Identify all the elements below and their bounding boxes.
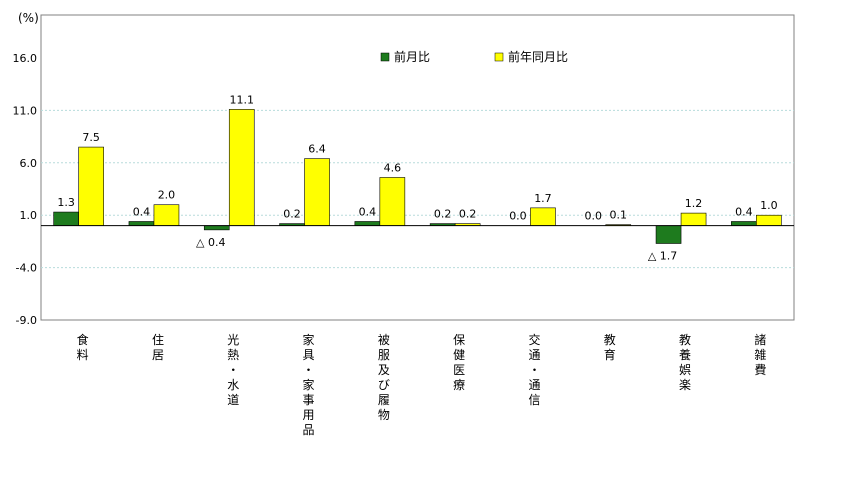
bar-yoy-3 (304, 158, 330, 226)
category-label-5: 保健医療 (453, 333, 465, 392)
data-label: 6.4 (308, 143, 326, 156)
bar-yoy-4 (379, 177, 406, 226)
category-label-1: 住居 (152, 333, 164, 362)
y-tick-label: 6.0 (20, 157, 38, 170)
data-label: 7.5 (82, 131, 100, 144)
category-label-0: 食料 (77, 332, 89, 362)
data-label: 0.4 (133, 205, 151, 218)
data-label: 0.2 (283, 208, 301, 221)
data-label: 0.0 (509, 210, 527, 223)
data-label: 0.1 (610, 209, 628, 222)
category-label-4: 被服及び履物 (378, 333, 390, 422)
category-label-8: 教養娯楽 (679, 332, 691, 392)
data-label: 1.2 (685, 197, 703, 210)
y-unit-label: (%) (18, 11, 39, 25)
data-label: 0.4 (735, 205, 753, 218)
bar-yoy-9 (756, 214, 782, 226)
category-label-9: 諸雑費 (754, 332, 766, 377)
y-axis: 16.0 11.0 6.0 1.0 -4.0 -9.0 (13, 52, 38, 327)
data-label: 0.2 (459, 208, 477, 221)
bar-yoy-8 (680, 212, 707, 226)
category-labels: 食料 住居 光熱・水道 家具・家事用品 被服及び履物 保健医療 交通・通信 教育 教養娯楽 諸雑費 (77, 332, 767, 437)
y-tick-label: 1.0 (20, 209, 38, 222)
category-label-6: 交通・通信 (528, 332, 540, 407)
y-tick-label: 16.0 (13, 52, 38, 65)
bar-mom-9 (731, 221, 757, 226)
bar-mom-2 (203, 225, 230, 231)
legend-swatch-yoy (494, 52, 504, 62)
category-label-2: 光熱・水道 (227, 333, 239, 407)
legend: 前月比 前年同月比 (380, 49, 568, 64)
category-label-3: 家具・家事用品 (303, 332, 315, 437)
data-label: 0.0 (585, 210, 603, 223)
bar-mom-4 (354, 221, 381, 226)
y-tick-label: 11.0 (13, 104, 38, 117)
bar-mom-1 (128, 221, 155, 226)
data-label: △ 0.4 (196, 236, 225, 249)
bar-yoy-0 (78, 146, 104, 226)
gridlines (41, 109, 794, 269)
bar-yoy-1 (153, 204, 180, 226)
data-label: 2.0 (158, 189, 176, 202)
y-tick-label: -4.0 (16, 262, 37, 275)
data-label: 0.2 (434, 208, 452, 221)
bar-mom-8 (655, 225, 682, 244)
bar-mom-0 (53, 211, 79, 226)
legend-swatch-mom (380, 52, 390, 62)
bars (53, 109, 782, 244)
category-label-7: 教育 (604, 332, 616, 362)
bar-yoy-6 (530, 207, 556, 226)
data-label: 1.7 (534, 192, 552, 205)
plot-frame (40, 14, 795, 321)
data-label: 0.4 (359, 205, 377, 218)
data-label: 1.3 (57, 196, 75, 209)
data-labels: 1.3 0.4 △ 0.4 0.2 0.4 0.2 0.0 0.0 △ 1.7 0.4 7.5 2.0… (57, 93, 777, 262)
legend-label-yoy: 前年同月比 (508, 49, 568, 64)
data-label: 4.6 (384, 161, 402, 174)
data-label: △ 1.7 (648, 249, 677, 262)
y-tick-label: -9.0 (16, 314, 37, 327)
bar-yoy-2 (228, 109, 255, 226)
data-label: 1.0 (760, 199, 778, 212)
data-label: 11.1 (230, 93, 255, 106)
legend-label-mom: 前月比 (394, 49, 430, 64)
